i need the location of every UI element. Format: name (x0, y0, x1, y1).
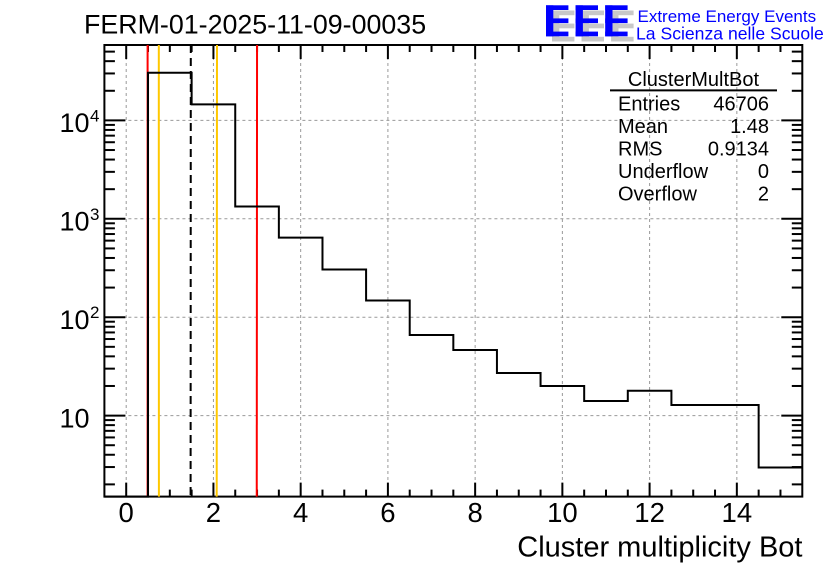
svg-text:1.48: 1.48 (730, 116, 769, 138)
svg-text:Entries: Entries (618, 94, 680, 116)
svg-text:2: 2 (206, 497, 221, 528)
svg-text:2: 2 (758, 184, 769, 206)
svg-text:8: 8 (467, 497, 482, 528)
svg-text:10: 10 (59, 403, 89, 433)
svg-text:ClusterMultBot: ClusterMultBot (628, 69, 760, 91)
svg-text:0: 0 (758, 161, 769, 183)
svg-text:Cluster multiplicity Bot: Cluster multiplicity Bot (517, 532, 802, 564)
svg-text:10: 10 (59, 207, 89, 237)
svg-text:10: 10 (547, 497, 578, 528)
svg-text:La Scienza nelle Scuole: La Scienza nelle Scuole (636, 24, 824, 44)
svg-text:10: 10 (59, 108, 89, 138)
svg-text:4: 4 (293, 497, 308, 528)
svg-text:4: 4 (90, 106, 99, 125)
svg-text:14: 14 (722, 497, 753, 528)
svg-text:Overflow: Overflow (618, 184, 697, 206)
svg-text:46706: 46706 (713, 94, 769, 116)
svg-text:10: 10 (59, 305, 89, 335)
svg-text:12: 12 (634, 497, 665, 528)
svg-text:Underflow: Underflow (618, 161, 709, 183)
svg-text:Mean: Mean (618, 116, 668, 138)
svg-text:6: 6 (380, 497, 395, 528)
svg-text:0.9134: 0.9134 (708, 139, 769, 161)
svg-text:RMS: RMS (618, 139, 662, 161)
svg-text:FERM-01-2025-11-09-00035: FERM-01-2025-11-09-00035 (84, 10, 426, 40)
svg-text:0: 0 (119, 497, 134, 528)
svg-text:2: 2 (90, 303, 99, 322)
svg-text:3: 3 (90, 205, 99, 224)
